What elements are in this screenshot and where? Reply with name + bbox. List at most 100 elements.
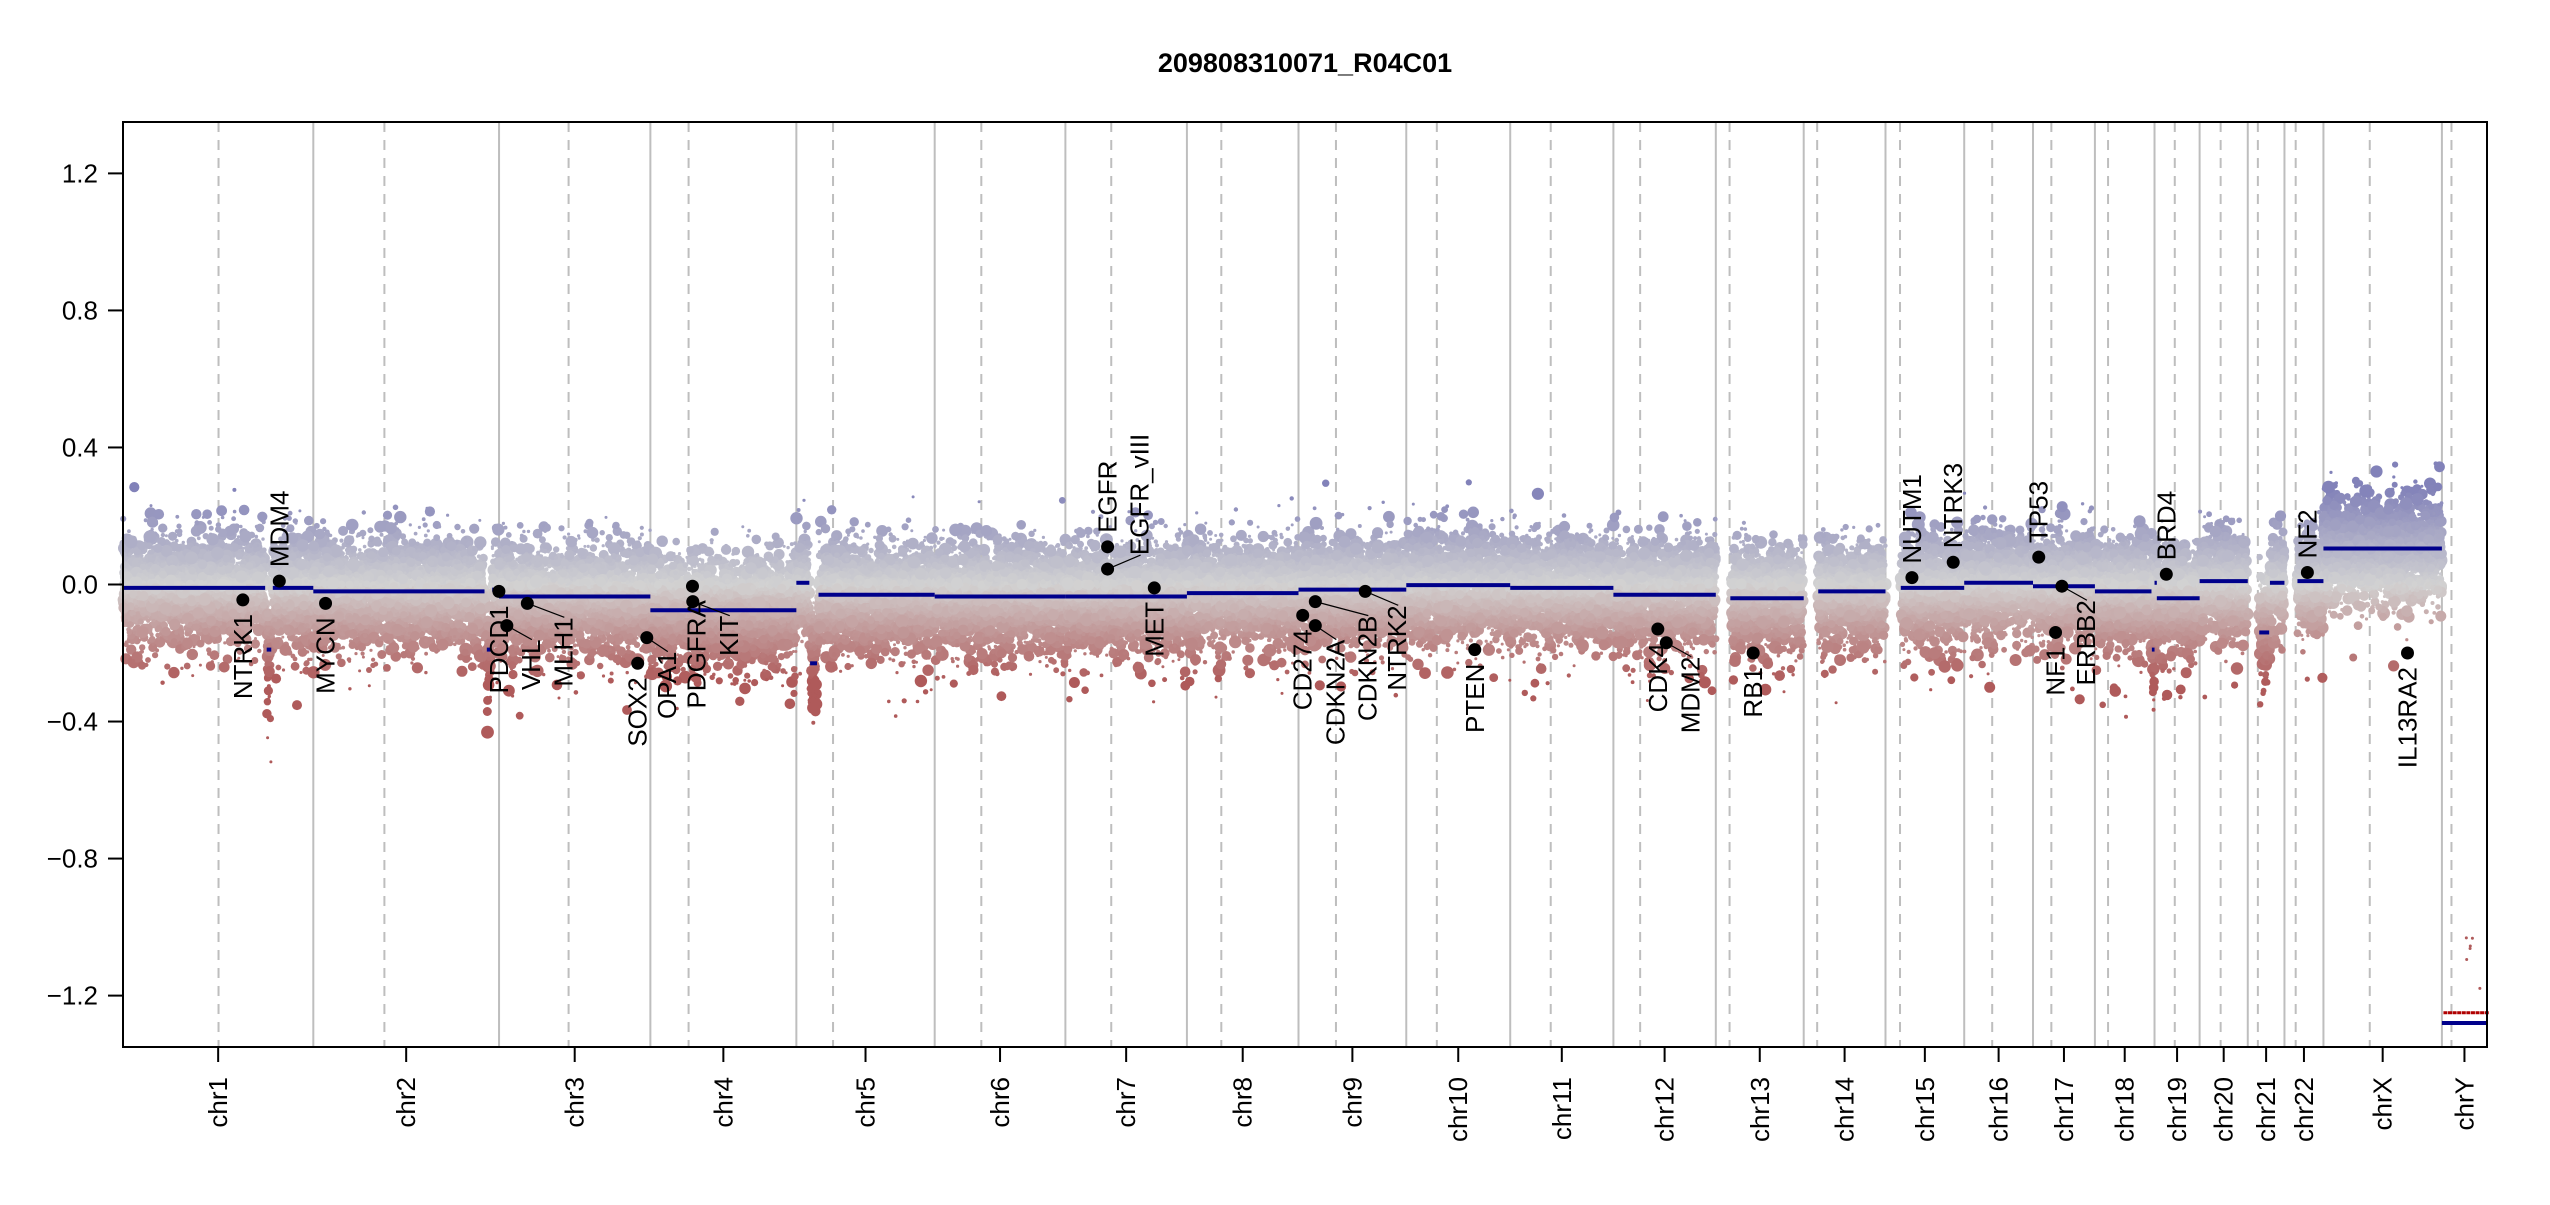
bin-point xyxy=(299,603,302,606)
bin-point xyxy=(174,631,178,635)
bin-point xyxy=(233,510,237,514)
bin-point xyxy=(224,565,232,573)
bin-point xyxy=(271,609,274,612)
bin-point xyxy=(133,599,137,603)
bin-point xyxy=(358,669,361,672)
bin-point xyxy=(298,509,301,512)
bin-point xyxy=(170,605,181,616)
bin-point xyxy=(150,636,153,639)
bin-point xyxy=(165,534,168,537)
bin-point xyxy=(187,649,198,660)
bin-point xyxy=(139,651,142,654)
bin-point xyxy=(304,516,314,526)
bin-point xyxy=(127,621,134,628)
bin-point xyxy=(209,526,214,531)
bin-point xyxy=(269,760,272,763)
bin-point xyxy=(127,598,130,601)
bin-point xyxy=(235,553,242,560)
bin-point xyxy=(160,602,172,614)
bin-point xyxy=(269,632,273,636)
bin-point xyxy=(197,640,205,648)
bin-point xyxy=(468,662,477,671)
bin-point xyxy=(127,529,131,533)
bin-point xyxy=(203,581,206,584)
bin-point xyxy=(292,700,302,710)
bin-point xyxy=(207,651,211,655)
bin-point xyxy=(302,544,305,547)
bin-point xyxy=(282,668,285,671)
bin-point xyxy=(133,631,136,634)
bin-point xyxy=(193,623,200,630)
bin-point xyxy=(245,544,254,553)
bin-point xyxy=(358,548,362,552)
bin-point xyxy=(271,674,281,684)
bin-point xyxy=(138,662,146,670)
bin-point xyxy=(158,524,167,533)
bin-point xyxy=(168,667,179,678)
bin-point xyxy=(279,627,283,631)
bin-points xyxy=(118,461,2489,1014)
bin-point xyxy=(159,571,167,579)
bin-point xyxy=(272,630,275,633)
bin-point xyxy=(296,559,307,570)
bin-point xyxy=(371,658,375,662)
bin-point xyxy=(281,636,284,639)
bin-point xyxy=(348,687,351,690)
bin-point xyxy=(140,607,146,613)
bin-point xyxy=(258,595,261,598)
bin-point xyxy=(180,667,183,670)
bin-point xyxy=(206,533,218,545)
bin-point xyxy=(129,482,139,492)
bin-point xyxy=(362,510,366,514)
bin-point xyxy=(246,562,254,570)
bin-point xyxy=(175,539,179,543)
bin-point xyxy=(241,560,245,564)
bin-point xyxy=(202,628,209,635)
bin-point xyxy=(132,576,142,586)
bin-point xyxy=(202,544,206,548)
bin-point xyxy=(283,596,289,602)
bin-point xyxy=(186,633,189,636)
bin-point xyxy=(186,545,190,549)
bin-point xyxy=(211,579,217,585)
bin-point xyxy=(267,636,270,639)
copy-number-plot: 209808310071_R04C01 NTRK1MDM4MYCNPDCD1VH… xyxy=(0,0,2550,1200)
bin-point xyxy=(279,640,283,644)
bin-point xyxy=(138,542,146,550)
bin-point xyxy=(250,570,253,573)
bin-point xyxy=(362,656,365,659)
bin-point xyxy=(380,533,384,537)
bin-point xyxy=(206,616,216,626)
bin-point xyxy=(127,639,130,642)
bin-point xyxy=(253,581,256,584)
bin-point xyxy=(152,555,156,559)
bin-point xyxy=(216,505,227,516)
chart-title: 209808310071_R04C01 xyxy=(1158,48,1452,78)
bin-point xyxy=(151,564,160,573)
bin-point xyxy=(235,570,247,582)
bin-point xyxy=(295,522,298,525)
bin-point xyxy=(191,674,194,677)
bin-point xyxy=(183,590,188,595)
bin-point xyxy=(423,522,428,527)
bin-point xyxy=(267,622,270,625)
bin-point xyxy=(240,530,252,542)
bin-point xyxy=(292,644,296,648)
bin-point xyxy=(193,645,196,648)
bin-point xyxy=(152,619,155,622)
bin-point xyxy=(156,625,162,631)
bin-point xyxy=(301,617,304,620)
bin-point xyxy=(224,607,228,611)
bin-point xyxy=(195,581,199,585)
bin-point xyxy=(128,553,132,557)
bin-point xyxy=(264,610,271,617)
bin-point xyxy=(282,609,287,614)
bin-point xyxy=(260,602,267,609)
bin-point xyxy=(124,642,129,647)
bin-point xyxy=(276,609,282,615)
bin-point xyxy=(192,607,204,619)
bin-point xyxy=(136,596,139,599)
bin-point xyxy=(256,524,265,533)
bin-point xyxy=(189,631,192,634)
bin-point xyxy=(345,555,348,558)
